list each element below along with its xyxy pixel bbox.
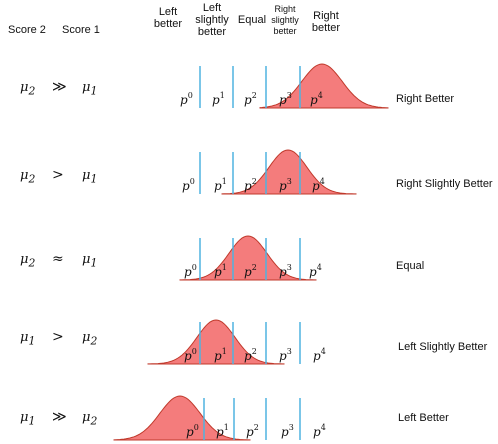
row-5-label: Left Better [398,412,449,424]
row-4-rhs: μ2 [82,330,98,348]
distribution-curve-row-5 [113,395,251,441]
row-5-operator: ≫ [52,409,67,425]
row-1-operator: ≫ [52,79,67,95]
p-label-row-2-1: p1 [214,177,227,193]
p-label-row-2-0: p0 [182,177,195,193]
p-label-row-1-2: p2 [244,91,257,107]
col-header-left-slightly-better: Left slightly better [195,2,229,38]
p-label-row-4-3: p3 [279,347,292,363]
p-label-row-4-0: p0 [184,347,197,363]
p-label-row-2-3: p3 [279,177,292,193]
row-3-rhs: μ1 [82,252,98,270]
p-label-row-3-1: p1 [214,263,227,279]
p-label-row-5-3: p3 [281,423,294,439]
row-5-lhs: μ1 [20,410,36,428]
row-1-rhs: μ1 [82,80,98,98]
p-label-row-3-2: p2 [244,263,257,279]
row-3-operator: ≈ [52,251,64,267]
row-4-lhs: μ1 [20,330,36,348]
row-1-lhs: μ2 [20,80,36,98]
col-header-equal: Equal [237,14,267,26]
col-header-right-slightly-better: Right slightly better [271,4,299,36]
distribution-curve-row-3 [179,235,317,281]
col-header-right-better: Right better [311,10,341,34]
p-label-row-1-0: p0 [180,91,193,107]
row-2-lhs: μ2 [20,168,36,186]
p-label-row-1-1: p1 [212,91,225,107]
p-label-row-5-4: p4 [313,423,326,439]
p-label-row-5-0: p0 [186,423,199,439]
p-label-row-5-2: p2 [246,423,259,439]
p-label-row-3-3: p3 [279,263,292,279]
p-label-row-4-1: p1 [214,347,227,363]
distribution-curve-row-1 [259,63,389,109]
row-2-label: Right Slightly Better [396,178,493,190]
p-label-row-3-4: p4 [309,263,322,279]
row-3-lhs: μ2 [20,252,36,270]
p-label-row-1-4: p4 [310,91,323,107]
col-header-left-better: Left better [153,6,183,30]
score1-header: Score 1 [62,24,100,36]
row-4-operator: > [52,329,64,345]
row-3-label: Equal [396,260,425,272]
p-label-row-4-4: p4 [313,347,326,363]
distribution-curve-row-4 [147,319,285,365]
p-label-row-4-2: p2 [244,347,257,363]
row-2-rhs: μ1 [82,168,98,186]
score2-header: Score 2 [8,24,46,36]
p-label-row-2-4: p4 [312,177,325,193]
p-label-row-1-3: p3 [279,91,292,107]
row-5-rhs: μ2 [82,410,98,428]
p-label-row-5-1: p1 [216,423,229,439]
row-2-operator: > [52,167,64,183]
distribution-curve-row-2 [221,149,357,195]
p-label-row-2-2: p2 [244,177,257,193]
p-label-row-3-0: p0 [184,263,197,279]
row-4-label: Left Slightly Better [398,341,488,353]
row-1-label: Right Better [396,93,455,105]
